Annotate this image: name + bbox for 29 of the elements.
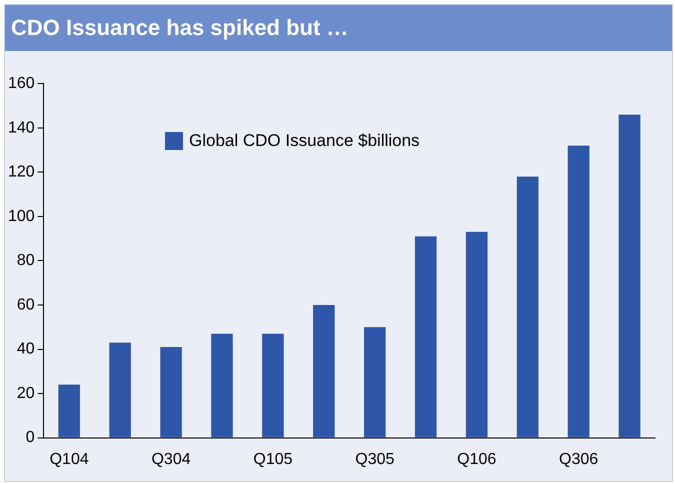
y-tick-label: 40 [16, 340, 35, 358]
bar [516, 176, 538, 438]
legend-label: Global CDO Issuance $billions [189, 131, 420, 151]
bar [364, 327, 386, 438]
y-tick-label: 140 [8, 119, 35, 136]
x-tick-label: Q305 [355, 450, 394, 468]
x-tick-label: Q106 [457, 450, 496, 468]
y-tick-label: 160 [8, 75, 35, 92]
bar [414, 236, 437, 438]
bar [466, 232, 488, 438]
bar [58, 384, 80, 438]
y-tick-label: 0 [26, 429, 35, 446]
bar [109, 342, 131, 438]
bar [618, 114, 640, 438]
bar [313, 304, 335, 438]
bar [568, 146, 590, 438]
x-tick-label: Q104 [50, 450, 89, 468]
y-tick-label: 100 [8, 208, 35, 225]
bar [160, 347, 182, 438]
x-tick-label: Q105 [253, 450, 293, 468]
bar [262, 334, 284, 438]
bar [211, 334, 233, 438]
chart-title: CDO Issuance has spiked but … [5, 5, 672, 51]
x-tick-label: Q304 [151, 450, 191, 468]
y-tick-label: 60 [16, 296, 35, 314]
y-tick-label: 80 [16, 252, 35, 270]
y-tick-label: 120 [8, 164, 35, 181]
y-tick-label: 20 [16, 384, 35, 402]
x-tick-label: Q306 [559, 450, 598, 468]
